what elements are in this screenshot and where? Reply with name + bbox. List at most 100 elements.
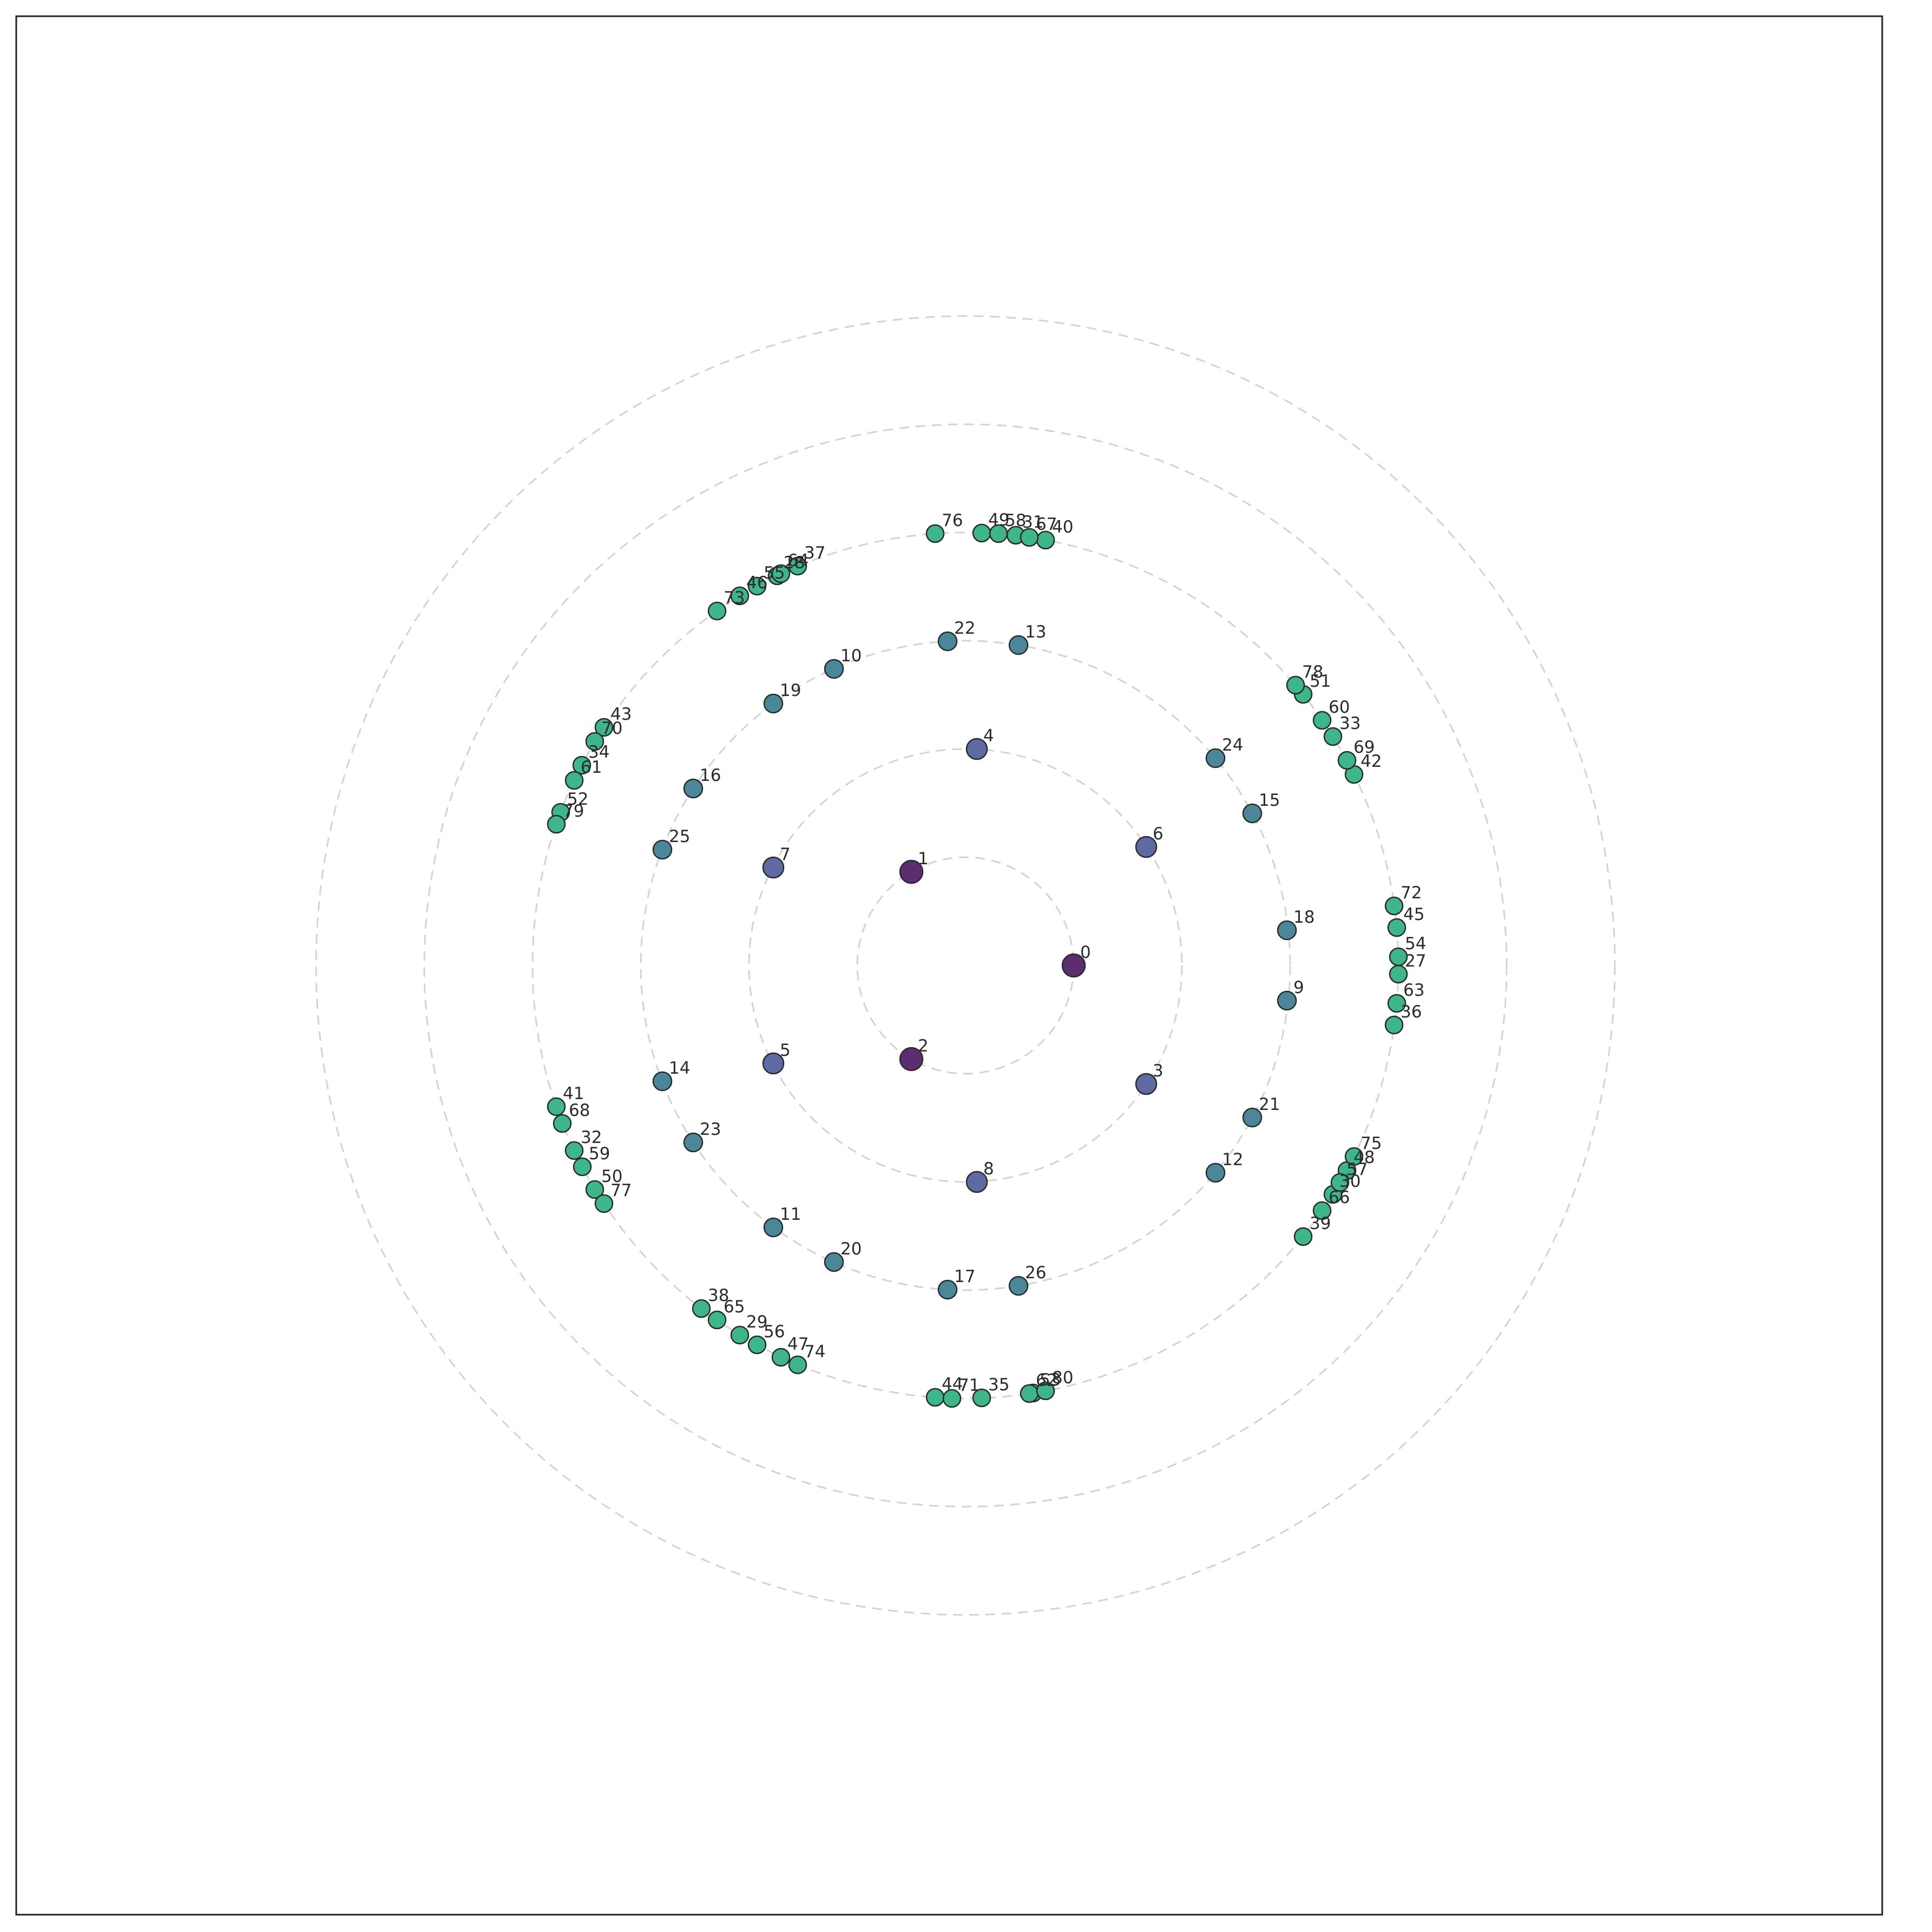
data-point-0 [1061, 953, 1086, 978]
point-label-2: 2 [918, 1036, 929, 1056]
data-point-61 [564, 771, 584, 790]
point-label-34: 34 [588, 742, 609, 762]
point-label-49: 49 [988, 510, 1009, 530]
data-point-77 [594, 1194, 614, 1213]
point-label-16: 16 [700, 766, 721, 785]
data-point-7 [762, 856, 785, 879]
point-label-78: 78 [1302, 662, 1323, 682]
point-label-48: 48 [1353, 1148, 1375, 1167]
point-label-77: 77 [610, 1181, 632, 1200]
data-point-9 [1277, 990, 1297, 1011]
data-point-74 [788, 1355, 807, 1375]
data-point-55 [747, 576, 767, 596]
point-label-17: 17 [954, 1267, 975, 1286]
grid-ring-5 [315, 315, 1616, 1616]
point-label-66: 66 [1329, 1188, 1350, 1207]
point-label-21: 21 [1259, 1095, 1280, 1114]
data-point-59 [573, 1157, 592, 1177]
data-point-12 [1205, 1162, 1226, 1183]
data-point-41 [547, 1097, 566, 1116]
point-label-30: 30 [1339, 1172, 1361, 1191]
point-label-13: 13 [1025, 622, 1046, 642]
data-point-24 [1205, 748, 1226, 768]
point-label-8: 8 [983, 1159, 994, 1179]
point-label-42: 42 [1361, 752, 1382, 771]
data-point-75 [1344, 1147, 1364, 1166]
data-point-20 [824, 1252, 844, 1272]
data-point-39 [1293, 1227, 1313, 1246]
data-point-70 [585, 732, 604, 751]
point-label-35: 35 [988, 1375, 1009, 1395]
point-label-62: 62 [1036, 1371, 1057, 1390]
data-point-69 [1337, 751, 1357, 770]
point-label-24: 24 [1222, 735, 1243, 755]
data-point-60 [1312, 711, 1332, 730]
point-label-0: 0 [1080, 943, 1091, 962]
data-point-76 [925, 524, 945, 543]
data-point-16 [683, 778, 704, 799]
point-label-5: 5 [780, 1041, 791, 1060]
data-point-15 [1242, 803, 1263, 824]
data-point-50 [585, 1180, 604, 1199]
point-label-72: 72 [1401, 883, 1422, 903]
point-label-53: 53 [1040, 1370, 1061, 1390]
point-label-14: 14 [669, 1059, 690, 1078]
point-label-70: 70 [601, 719, 622, 738]
point-label-20: 20 [840, 1239, 862, 1259]
point-label-40: 40 [1052, 517, 1073, 537]
data-point-10 [824, 659, 844, 679]
point-label-12: 12 [1222, 1150, 1243, 1169]
data-point-37 [788, 556, 807, 576]
point-label-59: 59 [589, 1144, 610, 1164]
data-point-18 [1277, 920, 1297, 941]
point-label-7: 7 [780, 845, 791, 864]
data-point-32 [564, 1141, 584, 1160]
grid-ring-0 [856, 856, 1075, 1075]
point-label-18: 18 [1293, 908, 1315, 927]
data-point-34 [572, 755, 592, 775]
data-point-8 [965, 1171, 988, 1193]
data-point-2 [899, 1047, 924, 1072]
point-label-11: 11 [780, 1205, 801, 1224]
point-label-32: 32 [581, 1128, 602, 1147]
point-label-46: 46 [746, 573, 767, 593]
point-label-39: 39 [1310, 1214, 1331, 1233]
data-point-6 [1135, 836, 1158, 858]
point-label-4: 4 [983, 726, 994, 746]
data-point-80 [1036, 1381, 1055, 1401]
data-point-78 [1286, 675, 1305, 695]
point-label-6: 6 [1153, 824, 1164, 844]
data-point-22 [937, 631, 958, 652]
point-label-58: 58 [1005, 511, 1026, 530]
data-point-29 [730, 1325, 750, 1345]
data-point-19 [763, 693, 784, 714]
data-point-13 [1008, 635, 1029, 655]
data-point-11 [763, 1217, 784, 1238]
point-label-47: 47 [787, 1335, 809, 1354]
point-label-54: 54 [1405, 934, 1426, 954]
data-point-14 [652, 1071, 673, 1092]
point-labels: 0123456789101112131415161718192021222324… [563, 510, 1426, 1395]
data-point-79 [547, 814, 566, 834]
data-point-36 [1384, 1015, 1404, 1035]
data-point-17 [937, 1279, 958, 1300]
point-label-27: 27 [1405, 951, 1426, 971]
point-label-69: 69 [1353, 738, 1375, 757]
data-point-71 [942, 1389, 962, 1408]
point-label-56: 56 [764, 1322, 785, 1342]
data-point-26 [1008, 1276, 1029, 1296]
point-label-37: 37 [804, 543, 825, 563]
point-label-25: 25 [669, 827, 690, 846]
point-label-15: 15 [1259, 791, 1280, 810]
data-point-58 [989, 524, 1008, 543]
data-point-3 [1135, 1073, 1158, 1095]
data-point-35 [972, 1388, 991, 1408]
point-label-22: 22 [954, 619, 975, 638]
point-label-41: 41 [563, 1084, 584, 1103]
point-label-26: 26 [1025, 1263, 1046, 1283]
data-point-46 [730, 586, 750, 606]
data-point-25 [652, 839, 673, 860]
point-label-44: 44 [942, 1375, 963, 1394]
data-points [547, 523, 1408, 1408]
